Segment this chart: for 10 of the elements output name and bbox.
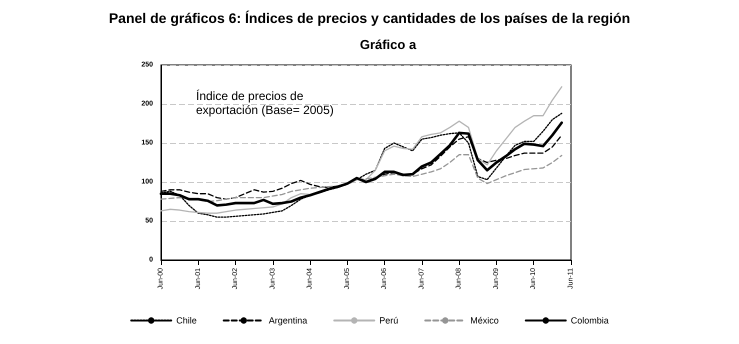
legend-label: Perú — [379, 316, 398, 326]
line-series — [160, 86, 562, 214]
annotation: Índice de precios de exportación (Base= 2005) — [196, 89, 334, 117]
legend-label: Chile — [176, 316, 197, 326]
chart-title: Panel de gráficos 6: Índices de precios y cantidades de los países de la región — [108, 10, 630, 26]
chart-subtitle: Gráfico a — [360, 37, 417, 52]
line-series — [160, 154, 562, 202]
legend-label: Argentina — [268, 316, 308, 326]
legend-label: México — [470, 316, 499, 326]
legend-label: Colombia — [570, 316, 609, 326]
